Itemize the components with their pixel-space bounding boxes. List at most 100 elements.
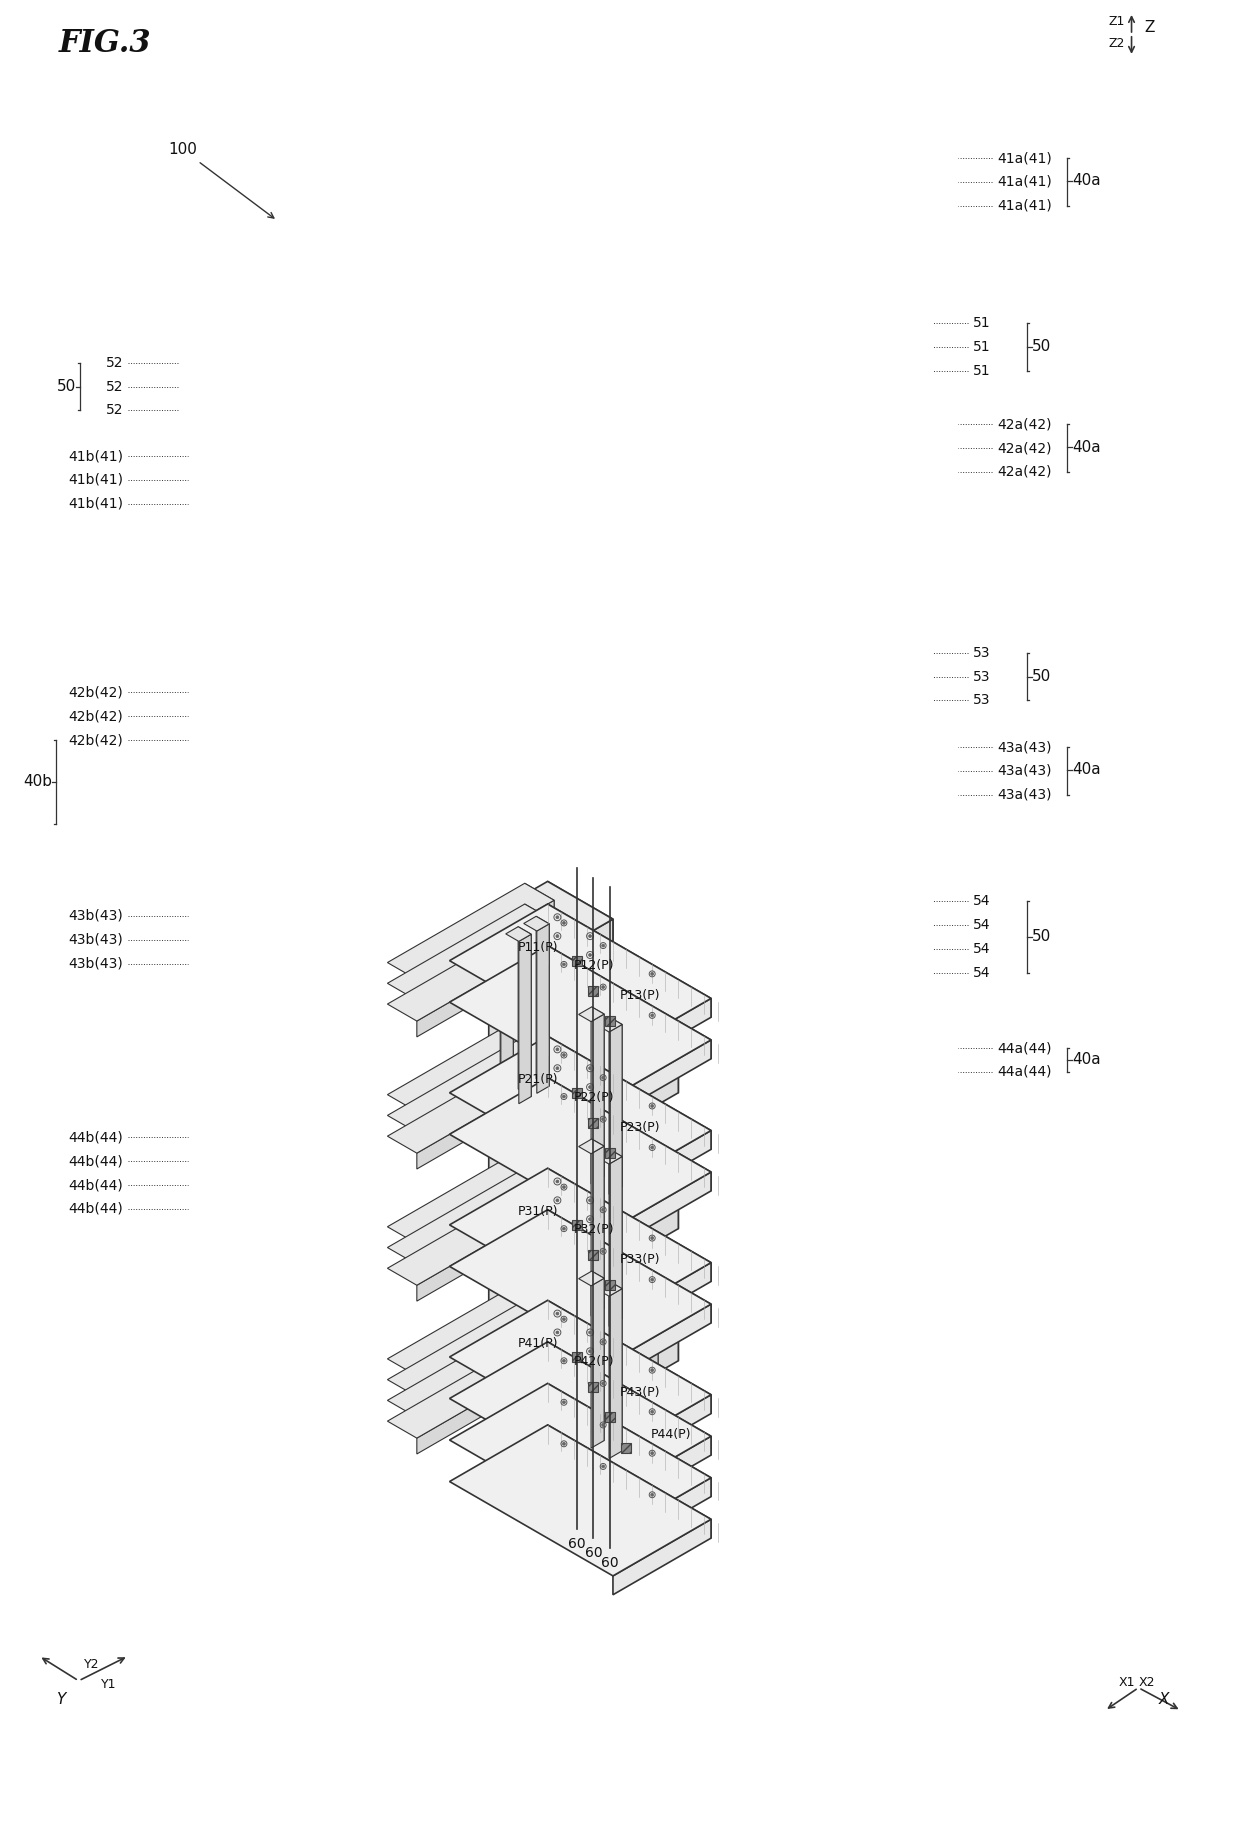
Polygon shape bbox=[541, 1346, 662, 1431]
Polygon shape bbox=[609, 1289, 622, 1459]
Text: 44a(44): 44a(44) bbox=[997, 1065, 1052, 1078]
Circle shape bbox=[601, 985, 605, 989]
Polygon shape bbox=[541, 934, 678, 1014]
Polygon shape bbox=[610, 1018, 622, 1187]
Polygon shape bbox=[548, 945, 711, 1058]
Polygon shape bbox=[541, 1366, 662, 1451]
Polygon shape bbox=[587, 1328, 678, 1493]
Polygon shape bbox=[548, 1424, 711, 1539]
Polygon shape bbox=[450, 1300, 711, 1451]
Polygon shape bbox=[613, 1395, 711, 1470]
Polygon shape bbox=[636, 1437, 662, 1468]
Circle shape bbox=[651, 1451, 653, 1455]
Polygon shape bbox=[515, 1346, 662, 1431]
Text: 60: 60 bbox=[601, 1555, 619, 1570]
Polygon shape bbox=[613, 1437, 711, 1511]
Polygon shape bbox=[636, 1060, 662, 1091]
Text: 42a(42): 42a(42) bbox=[997, 441, 1052, 455]
Text: 51: 51 bbox=[972, 317, 991, 330]
Circle shape bbox=[651, 1369, 653, 1371]
Circle shape bbox=[651, 1493, 653, 1497]
Polygon shape bbox=[487, 938, 513, 952]
Circle shape bbox=[589, 1198, 591, 1202]
Bar bbox=[588, 1118, 599, 1127]
Polygon shape bbox=[636, 1304, 662, 1335]
Text: 51: 51 bbox=[972, 341, 991, 353]
Text: 50: 50 bbox=[57, 379, 76, 393]
Polygon shape bbox=[610, 1282, 622, 1451]
Polygon shape bbox=[489, 1184, 613, 1315]
Polygon shape bbox=[450, 1424, 711, 1575]
Circle shape bbox=[563, 1318, 565, 1320]
Circle shape bbox=[589, 1085, 591, 1089]
Polygon shape bbox=[613, 1304, 711, 1380]
Polygon shape bbox=[632, 1380, 678, 1519]
Polygon shape bbox=[518, 927, 531, 1096]
Polygon shape bbox=[515, 949, 662, 1034]
Polygon shape bbox=[417, 1053, 554, 1149]
Polygon shape bbox=[613, 998, 711, 1074]
Text: 42b(42): 42b(42) bbox=[68, 710, 123, 723]
Polygon shape bbox=[525, 1147, 554, 1180]
Polygon shape bbox=[548, 1078, 711, 1191]
Circle shape bbox=[563, 1185, 565, 1189]
Polygon shape bbox=[417, 1317, 554, 1413]
Polygon shape bbox=[525, 1320, 554, 1355]
Text: 40a: 40a bbox=[1071, 763, 1101, 778]
Polygon shape bbox=[501, 945, 513, 1114]
Bar bbox=[621, 1442, 631, 1453]
Polygon shape bbox=[587, 1195, 678, 1360]
Polygon shape bbox=[636, 1326, 662, 1357]
Text: 52: 52 bbox=[105, 404, 123, 417]
Polygon shape bbox=[541, 1195, 678, 1275]
Text: 41b(41): 41b(41) bbox=[68, 473, 123, 486]
Circle shape bbox=[651, 1105, 653, 1107]
Circle shape bbox=[589, 954, 591, 956]
Polygon shape bbox=[423, 1145, 613, 1255]
Text: 41a(41): 41a(41) bbox=[997, 198, 1053, 213]
Polygon shape bbox=[515, 1255, 662, 1340]
Text: 60: 60 bbox=[568, 1537, 585, 1551]
Circle shape bbox=[601, 1424, 605, 1426]
Text: P33(P): P33(P) bbox=[620, 1253, 660, 1266]
Text: 41a(41): 41a(41) bbox=[997, 175, 1053, 189]
Polygon shape bbox=[541, 1082, 662, 1167]
Text: 100: 100 bbox=[169, 142, 197, 157]
Bar bbox=[588, 1382, 599, 1391]
Text: 53: 53 bbox=[972, 694, 990, 707]
Text: 41b(41): 41b(41) bbox=[68, 450, 123, 463]
Polygon shape bbox=[525, 1169, 554, 1202]
Text: 42b(42): 42b(42) bbox=[68, 685, 123, 699]
Polygon shape bbox=[387, 1016, 554, 1111]
Polygon shape bbox=[525, 903, 554, 936]
Circle shape bbox=[556, 1313, 559, 1315]
Polygon shape bbox=[541, 991, 662, 1076]
Circle shape bbox=[589, 1349, 591, 1353]
Polygon shape bbox=[515, 991, 662, 1076]
Bar bbox=[572, 956, 582, 965]
Text: 53: 53 bbox=[972, 670, 990, 683]
Polygon shape bbox=[423, 1278, 613, 1388]
Polygon shape bbox=[387, 1342, 554, 1439]
Polygon shape bbox=[613, 1040, 711, 1116]
Circle shape bbox=[563, 1442, 565, 1446]
Bar bbox=[572, 1087, 582, 1098]
Bar bbox=[588, 985, 599, 996]
Polygon shape bbox=[450, 903, 711, 1054]
Circle shape bbox=[563, 1400, 565, 1404]
Polygon shape bbox=[417, 900, 554, 996]
Circle shape bbox=[601, 1340, 605, 1344]
Text: 42a(42): 42a(42) bbox=[997, 464, 1052, 479]
Polygon shape bbox=[387, 925, 554, 1022]
Circle shape bbox=[556, 1067, 559, 1069]
Text: X2: X2 bbox=[1138, 1675, 1154, 1688]
Polygon shape bbox=[645, 1309, 658, 1479]
Circle shape bbox=[601, 943, 605, 947]
Polygon shape bbox=[548, 1145, 613, 1244]
Polygon shape bbox=[541, 1213, 662, 1298]
Text: X: X bbox=[1158, 1692, 1169, 1706]
Polygon shape bbox=[515, 1124, 662, 1207]
Polygon shape bbox=[541, 1124, 662, 1209]
Polygon shape bbox=[541, 1235, 662, 1320]
Polygon shape bbox=[525, 1280, 554, 1313]
